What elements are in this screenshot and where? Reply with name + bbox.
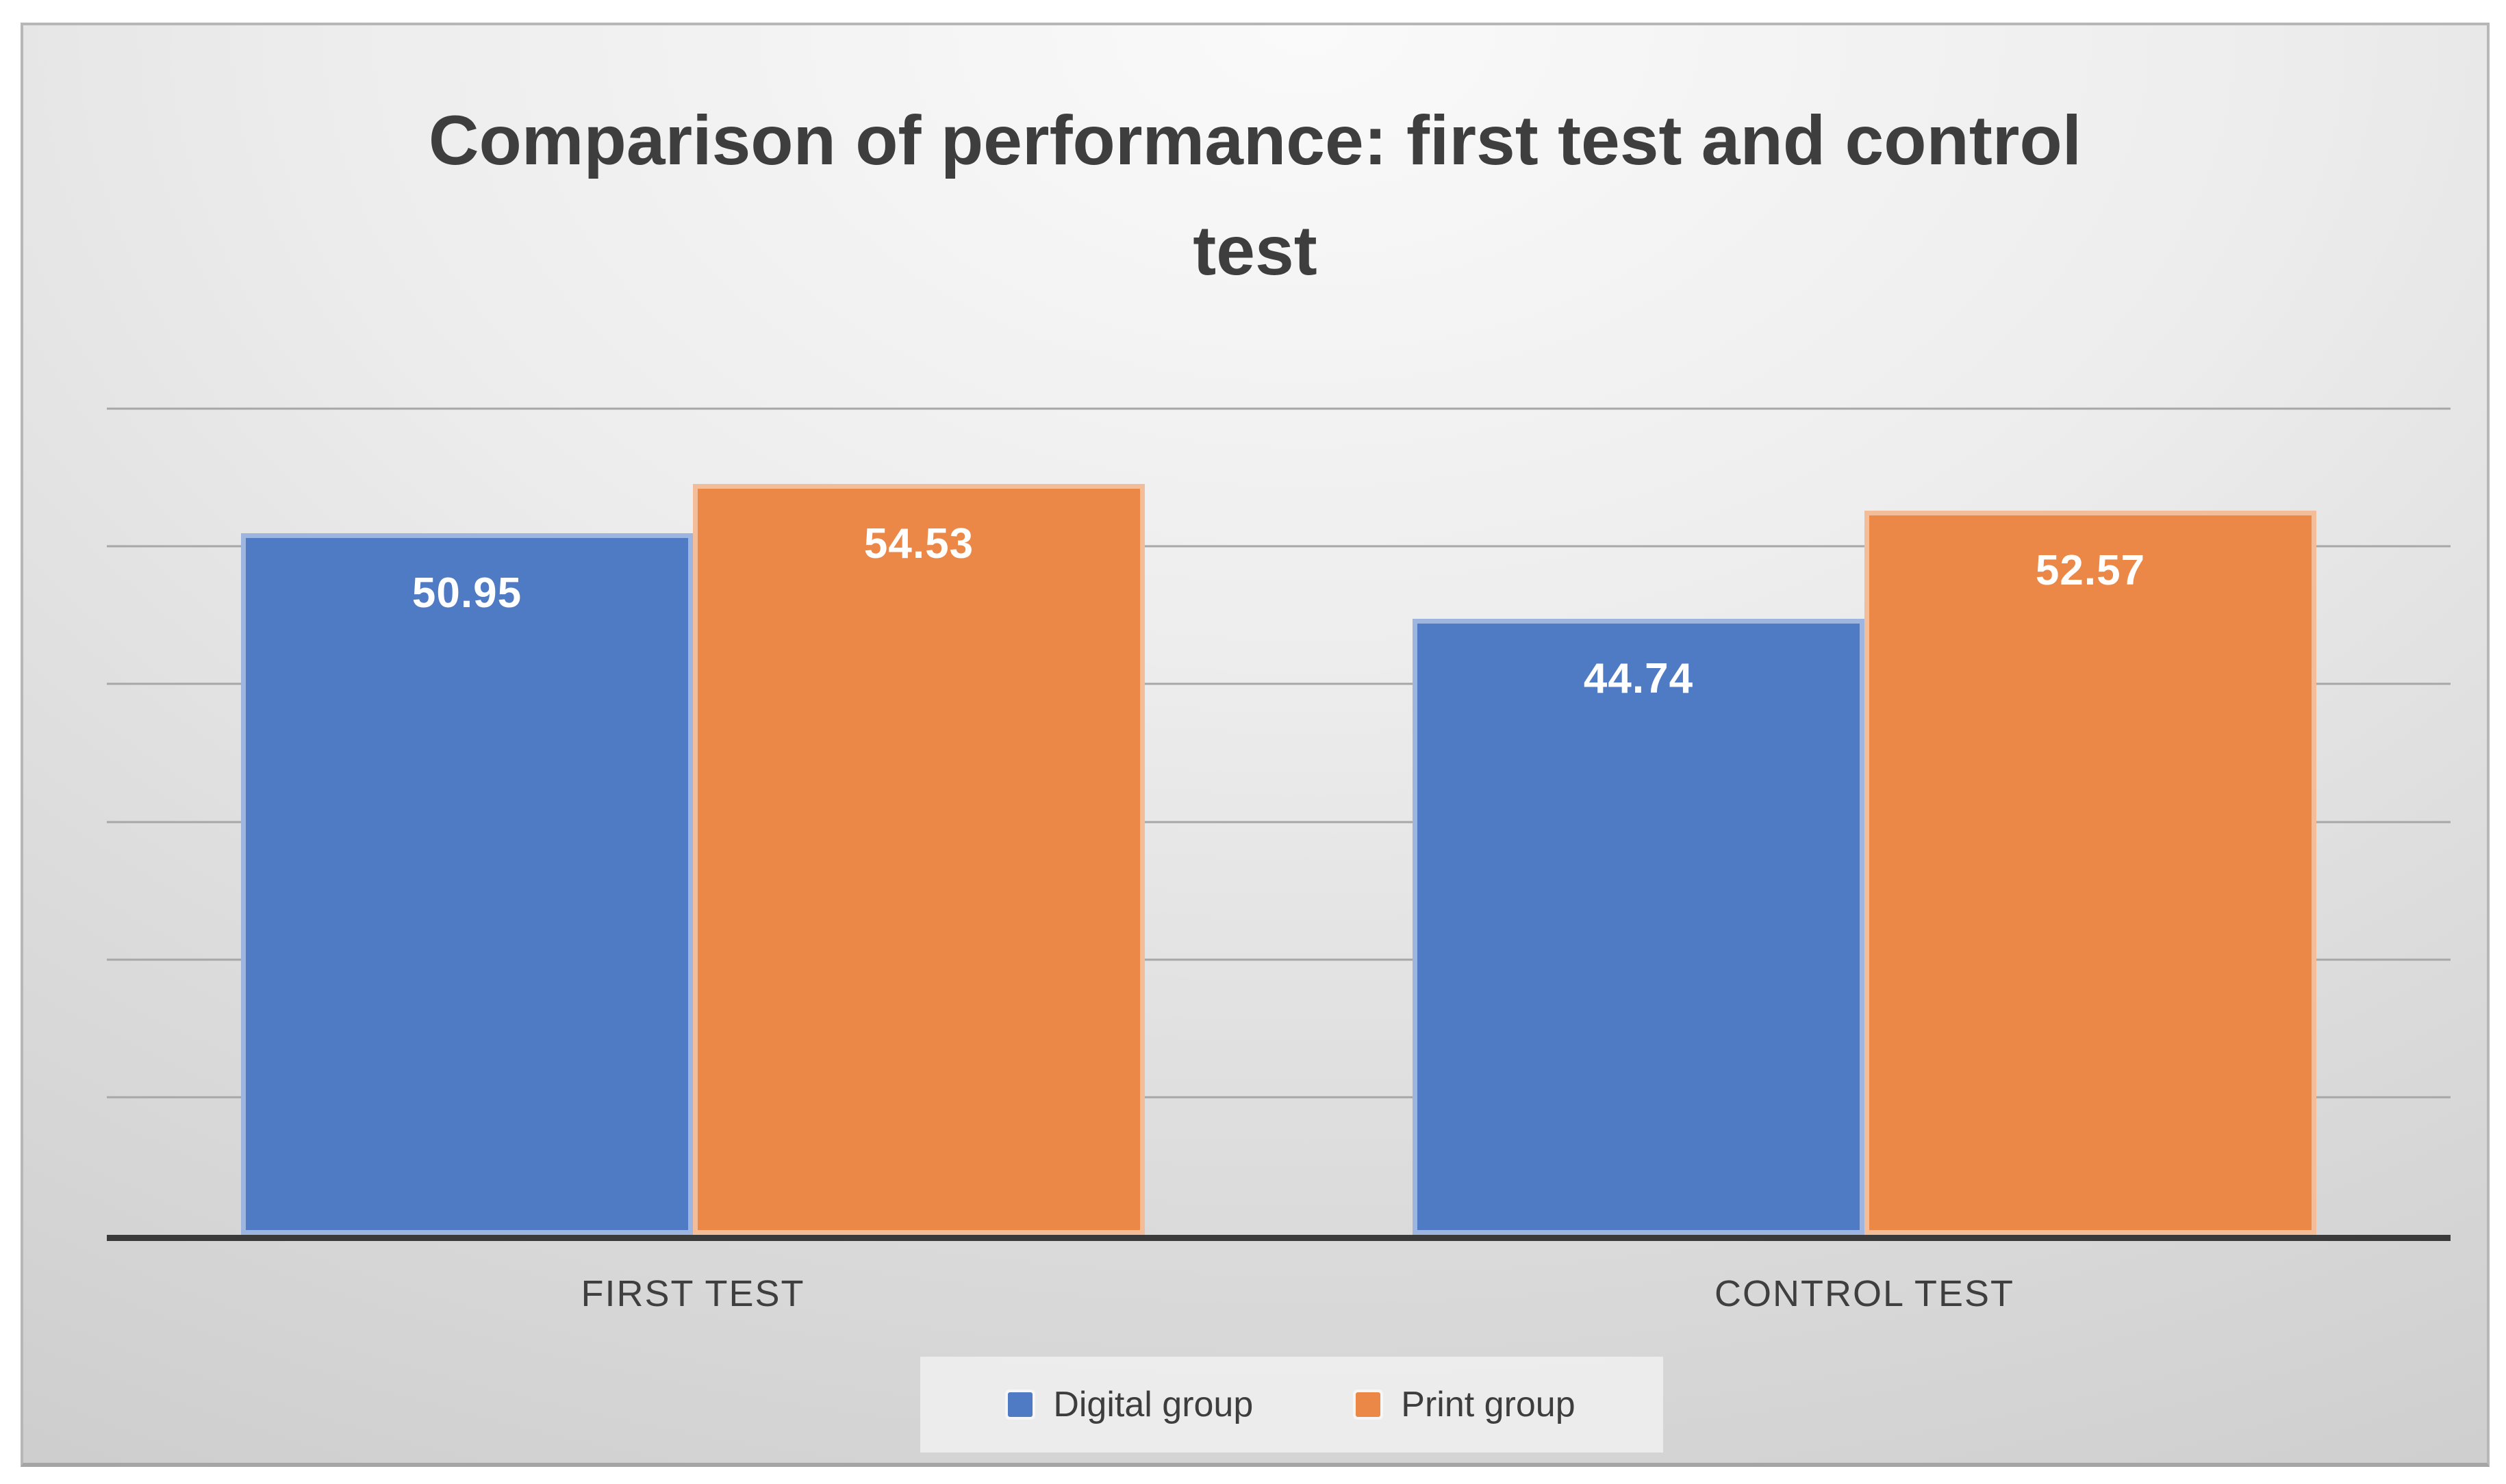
legend: Digital group Print group xyxy=(920,1357,1663,1453)
legend-label-digital: Digital group xyxy=(1053,1385,1254,1424)
x-axis-line xyxy=(107,1235,2451,1241)
legend-label-print: Print group xyxy=(1401,1385,1575,1424)
bar-group-first-test: 50.95 54.53 xyxy=(241,409,1145,1235)
chart-canvas: Comparison of performance: first test an… xyxy=(21,23,2490,1467)
gridline xyxy=(107,821,2451,823)
legend-swatch-print-icon xyxy=(1356,1392,1381,1417)
legend-item-print-group: Print group xyxy=(1356,1384,1575,1425)
data-label: 52.57 xyxy=(2035,547,2146,595)
bar-print-first-test: 54.53 xyxy=(693,484,1145,1235)
bar-print-control-test: 52.57 xyxy=(1864,511,2316,1235)
category-label-first-test: FIRST TEST xyxy=(581,1273,805,1314)
data-label: 54.53 xyxy=(863,520,974,568)
legend-swatch-digital-icon xyxy=(1008,1392,1033,1417)
gridline xyxy=(107,1096,2451,1099)
category-label-control-test: CONTROL TEST xyxy=(1714,1273,2015,1314)
data-label: 44.74 xyxy=(1583,654,1694,702)
gridline xyxy=(107,407,2451,410)
legend-item-digital-group: Digital group xyxy=(1008,1384,1253,1425)
gridline xyxy=(107,682,2451,685)
plot-area: 50.95 54.53 44.74 52.57 xyxy=(107,407,2451,1241)
bar-group-control-test: 44.74 52.57 xyxy=(1413,409,2316,1235)
bar-digital-control-test: 44.74 xyxy=(1413,618,1864,1235)
data-label: 50.95 xyxy=(412,570,522,617)
gridline xyxy=(107,545,2451,548)
gridline xyxy=(107,958,2451,961)
chart-title: Comparison of performance: first test an… xyxy=(428,101,2082,290)
bar-digital-first-test: 50.95 xyxy=(241,533,693,1235)
